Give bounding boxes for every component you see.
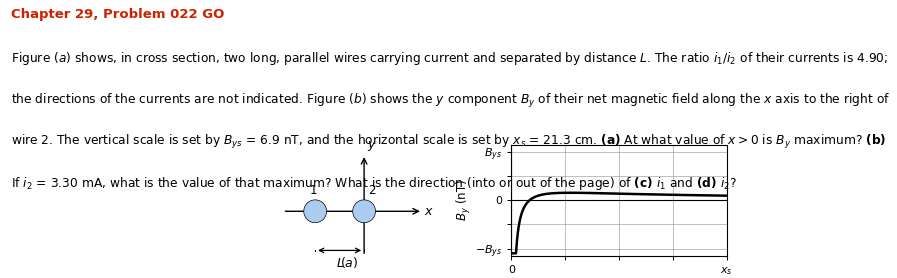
Text: the directions of the currents are not indicated. Figure ($b$) shows the $y$ com: the directions of the currents are not i… [11,92,890,110]
Text: 2: 2 [368,184,376,197]
Circle shape [304,200,327,223]
Text: If $i_2$ = 3.30 mA, what is the value of that maximum? What is the direction (in: If $i_2$ = 3.30 mA, what is the value of… [11,175,736,192]
Text: $L$: $L$ [335,257,344,270]
Text: $x$: $x$ [424,205,434,218]
Text: 1: 1 [309,184,317,197]
Text: Chapter 29, Problem 022 GO: Chapter 29, Problem 022 GO [11,8,224,21]
Y-axis label: $B_y$ (nT): $B_y$ (nT) [456,179,474,221]
Text: $(a)$: $(a)$ [340,255,359,270]
Circle shape [353,200,376,223]
Text: Figure ($a$) shows, in cross section, two long, parallel wires carrying current : Figure ($a$) shows, in cross section, tw… [11,50,888,67]
Text: $(b)$: $(b)$ [610,276,628,278]
Text: wire 2. The vertical scale is set by $B_{ys}$ = 6.9 nT, and the horizontal scale: wire 2. The vertical scale is set by $B_… [11,133,886,152]
Text: $y$: $y$ [368,138,378,153]
